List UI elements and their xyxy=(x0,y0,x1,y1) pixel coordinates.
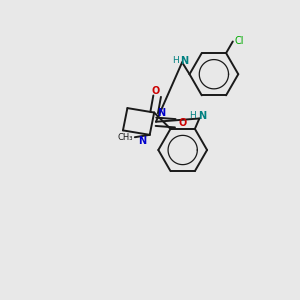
Text: O: O xyxy=(152,86,160,96)
Text: N: N xyxy=(198,110,206,121)
Text: Cl: Cl xyxy=(235,37,244,46)
Text: N: N xyxy=(181,56,189,66)
Text: N: N xyxy=(157,107,165,118)
Text: H: H xyxy=(189,111,196,120)
Text: N: N xyxy=(139,136,147,146)
Text: H: H xyxy=(172,56,179,65)
Text: CH₃: CH₃ xyxy=(118,133,134,142)
Text: O: O xyxy=(178,118,187,128)
